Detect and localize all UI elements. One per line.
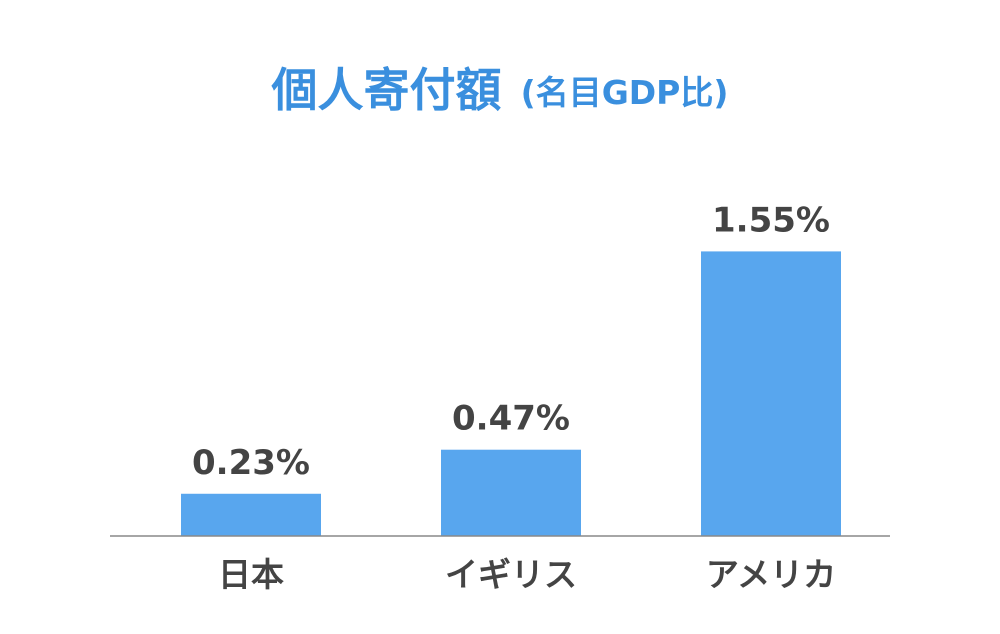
bar-2	[701, 251, 841, 536]
chart-title-main: 個人寄付額	[271, 63, 502, 117]
bar-1	[441, 449, 581, 536]
category-label-0: 日本	[218, 555, 284, 594]
category-label-1: イギリス	[445, 555, 577, 594]
value-label-0: 0.23%	[192, 443, 310, 483]
chart-title-subtitle: (名目GDP比)	[521, 73, 729, 112]
chart-title: 個人寄付額 (名目GDP比)	[271, 63, 729, 117]
category-labels-group: 日本 イギリス アメリカ	[218, 555, 836, 594]
value-label-2: 1.55%	[712, 200, 830, 240]
value-label-1: 0.47%	[452, 399, 570, 439]
bars-group	[181, 251, 841, 536]
category-label-2: アメリカ	[706, 555, 836, 594]
bar-0	[181, 493, 321, 536]
value-labels-group: 0.23% 0.47% 1.55%	[192, 200, 830, 482]
